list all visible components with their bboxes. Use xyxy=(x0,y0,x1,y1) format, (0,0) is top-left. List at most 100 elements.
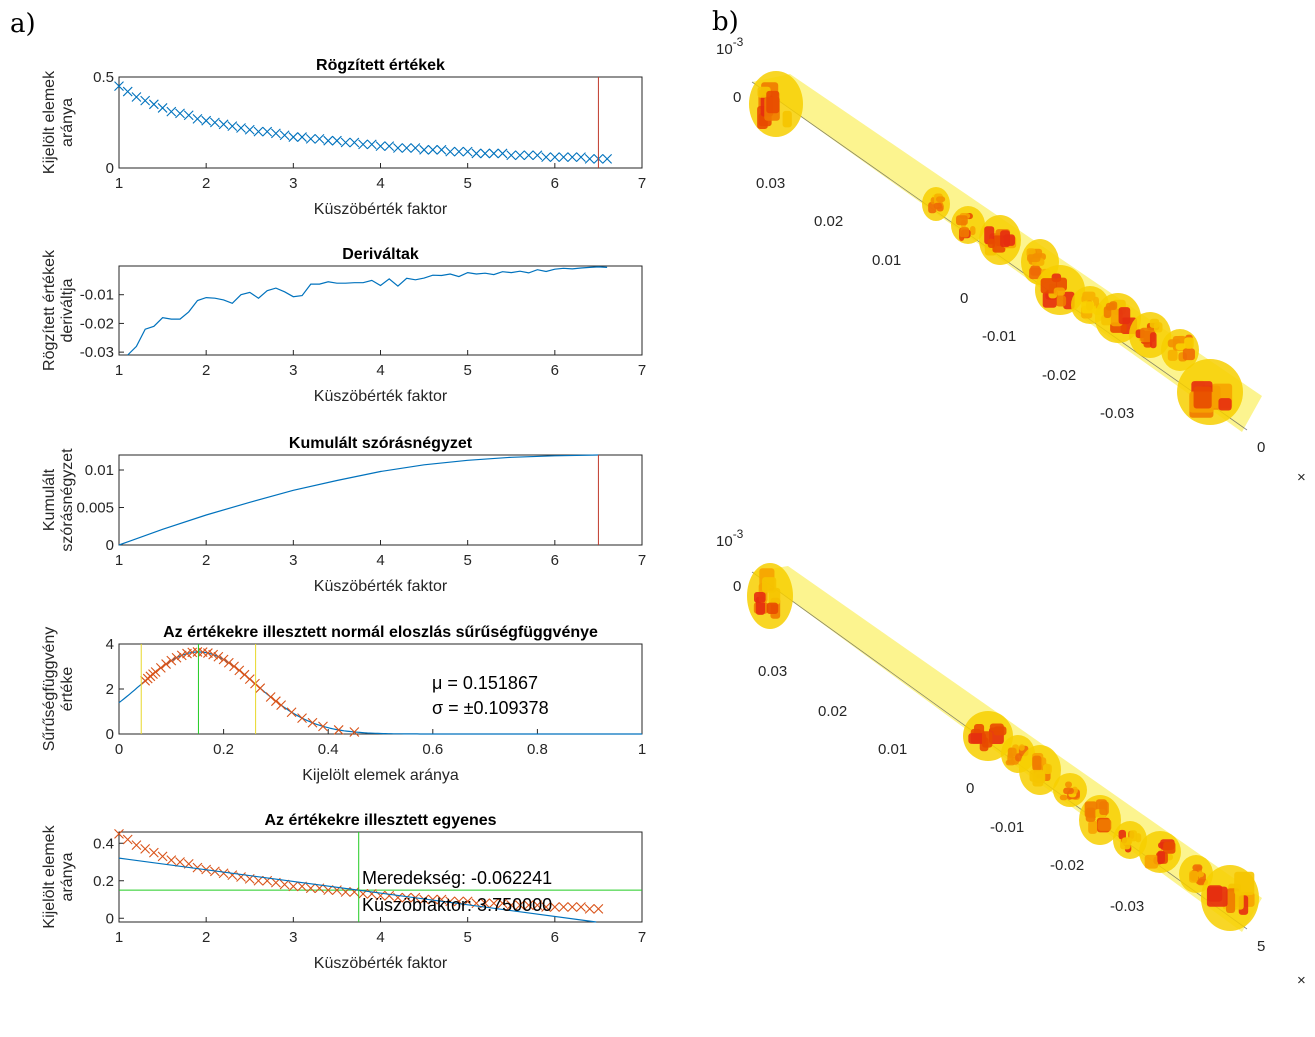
chart-4: Az értékekre illesztett normál eloszlás … xyxy=(41,624,646,784)
data-point xyxy=(297,132,307,142)
blob-cell xyxy=(1118,307,1131,325)
blob-cell xyxy=(1030,265,1041,276)
surface-blob xyxy=(749,71,803,137)
x-tick-label: 2 xyxy=(202,175,210,192)
exponent-power: -3 xyxy=(733,527,744,541)
axis-tick-label: 0.01 xyxy=(872,252,901,269)
axis-tick-label: -0.01 xyxy=(990,819,1024,836)
y-axis-label: Sűrűségfüggvény értéke xyxy=(41,627,76,752)
data-point xyxy=(157,851,168,862)
data-point xyxy=(218,868,229,879)
y-tick-label: 0 xyxy=(106,910,114,927)
blob-cell xyxy=(1163,841,1176,854)
data-point xyxy=(236,123,246,133)
data-point xyxy=(340,137,351,148)
data-point xyxy=(366,139,377,150)
data-point xyxy=(541,152,552,162)
data-point xyxy=(279,130,290,141)
data-point xyxy=(227,121,238,132)
data-point xyxy=(349,137,360,148)
blob-cell xyxy=(1026,254,1041,263)
chart-title: Az értékekre illesztett egyenes xyxy=(264,812,496,829)
x-tick-label: 1 xyxy=(115,552,123,569)
x-tick-label: 0.4 xyxy=(318,741,339,758)
data-point xyxy=(323,135,334,146)
blob-cell xyxy=(1184,337,1194,349)
chart-panel-a: Rögzített értékek Küszöbérték faktor Kijel… xyxy=(41,57,646,972)
surface-blob xyxy=(1019,745,1061,795)
x-tick-label: 4 xyxy=(376,175,384,192)
data-point xyxy=(192,862,203,873)
blob-cell xyxy=(1032,755,1042,771)
axis-tick-label: 0.01 xyxy=(878,741,907,758)
axis-tick-label: -0.02 xyxy=(1042,367,1076,384)
data-point xyxy=(523,900,534,911)
blob-cell xyxy=(1193,386,1212,409)
y-tick-label: 0.2 xyxy=(93,873,114,890)
surface-blob xyxy=(1161,329,1199,371)
blob-cell xyxy=(1197,871,1205,878)
data-point xyxy=(131,840,142,851)
x-axis-label: Küszöbérték faktor xyxy=(314,578,448,595)
blob-cell xyxy=(933,202,943,209)
blob-cell xyxy=(1192,864,1203,871)
data-point xyxy=(201,115,212,126)
data-point xyxy=(255,683,266,694)
data-point xyxy=(532,900,543,911)
data-point xyxy=(203,648,213,658)
blob-cell xyxy=(1206,886,1228,907)
blob-cell xyxy=(1157,850,1165,864)
blob-cell xyxy=(1063,787,1074,795)
axis-tick-label: -0.02 xyxy=(1050,857,1084,874)
blob-cell xyxy=(1167,349,1178,361)
data-point xyxy=(480,148,490,159)
data-point xyxy=(497,898,508,909)
surface-blob xyxy=(747,563,793,629)
x-tick-label: 1 xyxy=(115,175,123,192)
cut-marker: × xyxy=(1297,469,1306,486)
data-point xyxy=(462,146,473,157)
blob-cell xyxy=(1225,889,1236,914)
blob-cell xyxy=(968,733,987,744)
blob-cell xyxy=(1234,871,1255,896)
blob-cell xyxy=(1082,291,1096,301)
data-point xyxy=(401,892,412,903)
data-point xyxy=(523,150,534,161)
blob-cell xyxy=(935,196,946,203)
annotation-threshold: Küszöbfaktor: 3.750000 xyxy=(362,895,552,915)
data-point xyxy=(576,902,586,912)
blob-cell xyxy=(981,731,993,748)
data-point xyxy=(234,665,245,676)
data-point xyxy=(253,126,264,137)
data-point xyxy=(218,119,229,130)
blob-cell xyxy=(1144,854,1159,869)
data-point xyxy=(213,651,224,662)
blob-cell xyxy=(1040,278,1057,294)
blob-cell xyxy=(987,238,996,249)
blob-cell xyxy=(1065,781,1072,788)
data-point xyxy=(515,900,525,911)
blob-cell xyxy=(1053,287,1066,296)
y-axis-label-line: szórásnégyzet xyxy=(59,448,76,552)
axis-tick-label: -0.03 xyxy=(1100,405,1134,422)
blob-cell xyxy=(1000,230,1010,248)
data-point xyxy=(183,110,194,121)
surface-blob xyxy=(963,711,1013,761)
x-tick-label: 6 xyxy=(551,552,559,569)
blob-cell xyxy=(1007,753,1014,765)
x-tick-label: 2 xyxy=(202,362,210,379)
data-point xyxy=(114,81,124,91)
axis-tick-label: 0 xyxy=(960,290,968,307)
x-tick-label: 1 xyxy=(115,929,123,946)
x-tick-label: 7 xyxy=(638,929,646,946)
y-tick-label: 0.5 xyxy=(93,69,114,86)
surface-blob xyxy=(1139,831,1181,873)
data-point xyxy=(445,146,456,157)
blob-cell xyxy=(1109,301,1118,311)
chart-title: Az értékekre illesztett normál eloszlás … xyxy=(163,624,598,641)
x-tick-label: 6 xyxy=(551,362,559,379)
surface-blob xyxy=(1129,312,1171,358)
x-tick-label: 4 xyxy=(376,929,384,946)
x-tick-label: 2 xyxy=(202,929,210,946)
